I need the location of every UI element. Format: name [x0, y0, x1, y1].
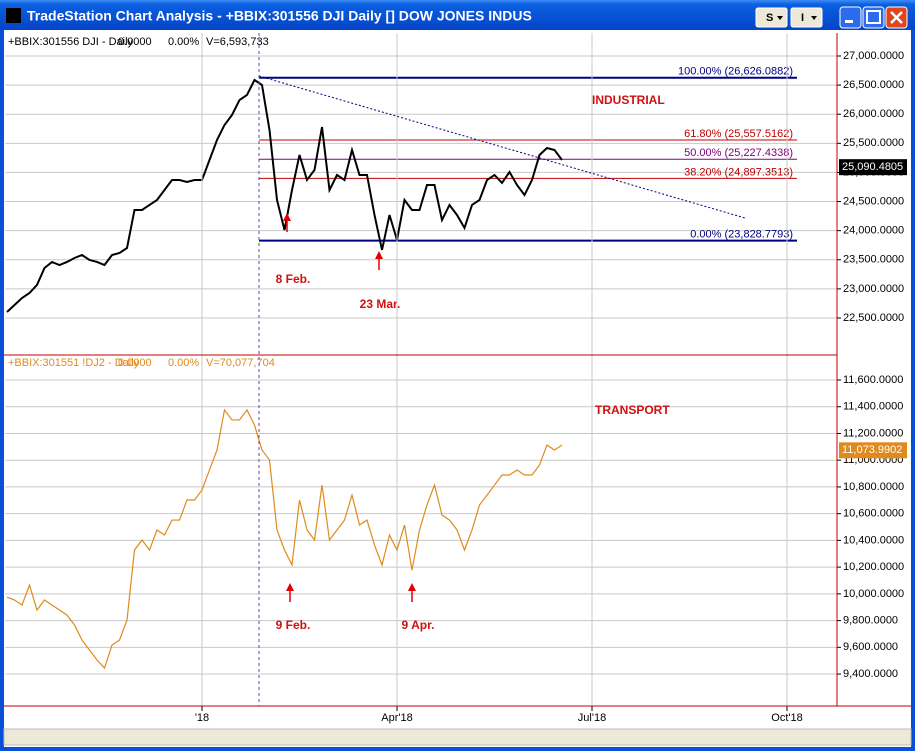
series-info: 0.0000: [118, 36, 152, 48]
y-tick-label: 26,500.0000: [843, 79, 904, 91]
y-tick-label: 22,500.0000: [843, 312, 904, 324]
x-tick-label: Apr'18: [381, 712, 412, 724]
series-info: 0.00%: [168, 36, 199, 48]
y-tick-label: 26,000.0000: [843, 108, 904, 120]
fib-label: 61.80% (25,557.5162): [684, 128, 793, 140]
y-tick-label: 24,500.0000: [843, 195, 904, 207]
series-info: V=70,077,704: [206, 357, 275, 369]
arrow-head: [286, 583, 294, 591]
x-tick-label: '18: [195, 712, 209, 724]
button-label: S: [766, 12, 773, 24]
y-tick-label: 10,000.0000: [843, 588, 904, 600]
y-tick-label: 9,600.0000: [843, 641, 898, 653]
annotation: 23 Mar.: [360, 297, 401, 311]
series-name: +BBIX:301551 !DJ2 - Daily: [8, 357, 140, 369]
y-tick-label: 9,800.0000: [843, 614, 898, 626]
annotation: 8 Feb.: [276, 272, 311, 286]
last-value-label: 25,090.4805: [842, 161, 903, 173]
y-tick-label: 9,400.0000: [843, 668, 898, 680]
last-value-box: [839, 159, 907, 176]
y-tick-label: 11,400.0000: [843, 401, 903, 413]
scroll-bar: [3, 728, 912, 746]
fib-label: 50.00% (25,227.4338): [684, 147, 793, 159]
y-tick-label: 24,000.0000: [843, 225, 904, 237]
y-tick-label: 23,500.0000: [843, 254, 904, 266]
series-info: 0.0000: [118, 357, 152, 369]
annotation: INDUSTRIAL: [592, 93, 665, 107]
annotation: 9 Apr.: [402, 618, 435, 632]
y-tick-label: 10,200.0000: [843, 561, 904, 573]
series-name: +BBIX:301556 DJI - Daily: [8, 36, 134, 48]
series-line: [6, 408, 563, 670]
fib-label: 0.00% (23,828.7793): [690, 229, 793, 241]
toolbar-button[interactable]: I: [790, 7, 823, 28]
y-tick-label: 11,600.0000: [843, 374, 903, 386]
y-tick-label: 11,200.0000: [843, 427, 903, 439]
app-icon: [6, 8, 21, 23]
annotation: TRANSPORT: [595, 403, 670, 417]
arrow-head: [375, 251, 383, 259]
button-label: I: [801, 12, 804, 24]
series-line: [6, 78, 563, 313]
close-button[interactable]: [885, 6, 908, 29]
x-tick-label: Oct'18: [771, 712, 802, 724]
y-tick-label: 23,000.0000: [843, 283, 904, 295]
arrow-head: [408, 583, 416, 591]
last-value-box: [839, 442, 907, 459]
minimize-button[interactable]: [839, 6, 862, 29]
chart-area: [4, 30, 911, 747]
x-tick-label: Jul'18: [578, 712, 606, 724]
y-tick-label: 27,000.0000: [843, 50, 904, 62]
window-title: TradeStation Chart Analysis - +BBIX:3015…: [27, 8, 532, 24]
toolbar-button[interactable]: S: [755, 7, 788, 28]
trendline: [258, 75, 746, 219]
arrow-head: [283, 213, 291, 221]
series-info: 0.00%: [168, 357, 199, 369]
annotation: 9 Feb.: [276, 618, 311, 632]
y-tick-label: 10,600.0000: [843, 508, 904, 520]
fib-label: 38.20% (24,897.3513): [684, 166, 793, 178]
last-value-label: 11,073.9902: [842, 444, 902, 456]
plot: 22,500.0000 23,000.0000 23,500.0000 24,000.…: [3, 33, 912, 746]
series-info: V=6,593,733: [206, 36, 269, 48]
y-tick-label: 10,400.0000: [843, 534, 904, 546]
y-tick-label: 10,800.0000: [843, 481, 904, 493]
y-tick-label: 25,500.0000: [843, 137, 904, 149]
fib-label: 100.00% (26,626.0882): [678, 66, 793, 78]
maximize-button[interactable]: [862, 6, 885, 29]
